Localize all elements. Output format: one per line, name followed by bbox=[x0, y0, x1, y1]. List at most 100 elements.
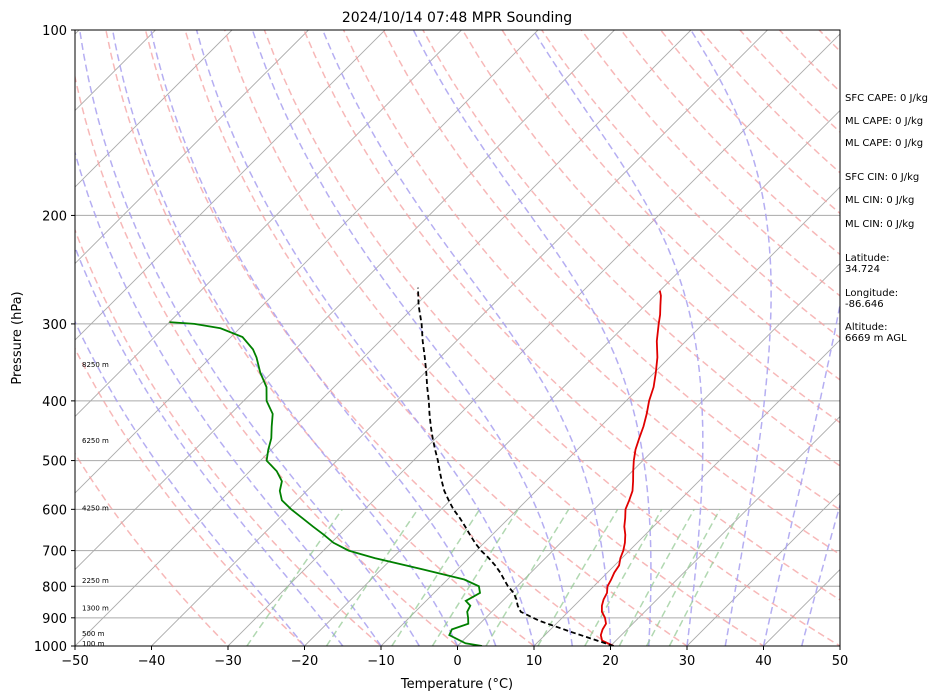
sounding-series-1 bbox=[169, 321, 483, 646]
x-tick-label: −40 bbox=[138, 654, 165, 669]
ml-cin-label: ML CIN: 0 J/kg bbox=[845, 195, 915, 206]
y-tick-label: 700 bbox=[42, 545, 67, 560]
isotherm-line bbox=[304, 109, 840, 646]
mixing-ratio-line bbox=[618, 508, 695, 646]
moist-adiabat bbox=[251, 30, 574, 646]
latitude-label: Latitude: 34.724 bbox=[845, 253, 890, 275]
dry-adiabat bbox=[144, 30, 612, 646]
isotherm-line bbox=[75, 30, 462, 418]
y-tick-label: 400 bbox=[42, 395, 67, 410]
sounding-series-0 bbox=[599, 290, 662, 646]
mixing-ratio-line bbox=[391, 508, 481, 646]
isotherm-line bbox=[227, 33, 840, 646]
dry-adiabat bbox=[461, 30, 840, 424]
y-tick-label: 900 bbox=[42, 612, 67, 627]
isotherm-line bbox=[75, 30, 539, 494]
dry-adiabat bbox=[263, 30, 840, 646]
sfc-cape-label: SFC CAPE: 0 J/kg bbox=[845, 93, 928, 104]
isotherm-line bbox=[686, 492, 840, 646]
x-axis-label: Temperature (°C) bbox=[400, 677, 513, 692]
ml-cin-label-2: ML CIN: 0 J/kg bbox=[845, 219, 915, 230]
moist-adiabat bbox=[111, 30, 459, 646]
moist-adiabat bbox=[690, 30, 772, 646]
chart-title: 2024/10/14 07:48 MPR Sounding bbox=[342, 10, 572, 26]
mixing-ratio-line bbox=[668, 508, 742, 646]
moist-adiabat bbox=[195, 30, 535, 646]
dry-adiabat bbox=[303, 30, 840, 601]
x-tick-label: −50 bbox=[61, 654, 88, 669]
y-tick-label: 500 bbox=[42, 455, 67, 470]
moist-adiabat bbox=[75, 319, 306, 646]
moist-adiabat bbox=[75, 150, 382, 646]
moist-adiabat bbox=[78, 30, 420, 646]
y-axis-label: Pressure (hPa) bbox=[10, 291, 25, 384]
x-tick-label: 40 bbox=[755, 654, 772, 669]
moist-adiabat bbox=[412, 30, 652, 646]
dry-adiabat bbox=[184, 30, 689, 646]
isotherm-line bbox=[610, 415, 840, 646]
isotherm-line bbox=[75, 30, 309, 265]
height-label-2: 1300 m bbox=[82, 605, 109, 613]
ml-cape-label-2: ML CAPE: 0 J/kg bbox=[845, 138, 924, 149]
mixing-ratio-line bbox=[645, 508, 721, 646]
moist-adiabat bbox=[150, 30, 497, 646]
height-label-5: 6250 m bbox=[82, 437, 109, 445]
y-axis-ticks: 100 200 300 400 500 600 700 800 900 1000 bbox=[34, 24, 75, 655]
dry-adiabat bbox=[105, 30, 536, 646]
mixing-ratio-line bbox=[584, 508, 663, 646]
plot-frame bbox=[74, 29, 841, 647]
moist-adiabat bbox=[801, 502, 840, 646]
x-tick-label: 20 bbox=[602, 654, 619, 669]
dry-adiabat bbox=[580, 30, 840, 297]
altitude-label: Altitude: 6669 m AGL bbox=[845, 322, 907, 344]
sounding-series-2 bbox=[417, 287, 614, 646]
dry-adiabat bbox=[342, 30, 840, 556]
mixing-ratio-line bbox=[431, 508, 519, 646]
dry-adiabat bbox=[422, 30, 840, 467]
isotherm-line bbox=[75, 30, 386, 341]
background-lines bbox=[75, 30, 840, 646]
isotherm-line bbox=[75, 30, 692, 646]
mixing-ratio-line bbox=[537, 508, 619, 646]
isotherm-line bbox=[533, 339, 840, 646]
sfc-cin-label: SFC CIN: 0 J/kg bbox=[845, 172, 920, 183]
longitude-label: Longitude: -86.646 bbox=[845, 288, 899, 310]
height-label-0: 100 m bbox=[82, 640, 105, 648]
x-axis-ticks: −50 −40 −30 −20 −10 0 10 20 30 40 50 bbox=[61, 646, 848, 669]
mixing-ratio-line bbox=[485, 508, 570, 646]
dry-adiabat bbox=[223, 30, 765, 646]
dry-adiabat bbox=[75, 228, 383, 646]
y-tick-label: 300 bbox=[42, 318, 67, 333]
dry-adiabat bbox=[501, 30, 840, 381]
x-tick-label: 0 bbox=[453, 654, 461, 669]
isotherm-line bbox=[75, 30, 615, 571]
height-label-3: 2250 m bbox=[82, 577, 109, 585]
moist-adiabat bbox=[532, 30, 704, 646]
x-tick-label: −10 bbox=[367, 654, 394, 669]
isotherm-line bbox=[75, 30, 233, 188]
mixing-ratio-line bbox=[246, 508, 343, 646]
height-label-6: 8250 m bbox=[82, 361, 109, 369]
isotherm-line bbox=[457, 262, 840, 646]
dry-adiabat bbox=[75, 73, 459, 646]
height-labels: 100 m 500 m 1300 m 2250 m 4250 m 6250 m 8250 m bbox=[82, 361, 109, 648]
dry-adiabat bbox=[75, 452, 230, 646]
moist-adiabat bbox=[75, 245, 344, 646]
x-tick-label: −30 bbox=[214, 654, 241, 669]
x-tick-label: 50 bbox=[832, 654, 849, 669]
x-tick-label: 30 bbox=[679, 654, 696, 669]
height-label-1: 500 m bbox=[82, 630, 105, 638]
y-tick-label: 100 bbox=[42, 24, 67, 39]
y-tick-label: 800 bbox=[42, 580, 67, 595]
y-tick-label: 200 bbox=[42, 209, 67, 224]
x-tick-label: 10 bbox=[526, 654, 543, 669]
y-tick-label: 1000 bbox=[34, 640, 67, 655]
mixing-ratio-line bbox=[325, 508, 419, 646]
sounding-traces bbox=[169, 287, 662, 646]
height-label-4: 4250 m bbox=[82, 504, 109, 512]
dry-adiabat bbox=[382, 30, 840, 511]
dry-adiabat bbox=[541, 30, 840, 339]
moist-adiabat bbox=[762, 301, 840, 646]
isotherm-line bbox=[380, 186, 840, 646]
